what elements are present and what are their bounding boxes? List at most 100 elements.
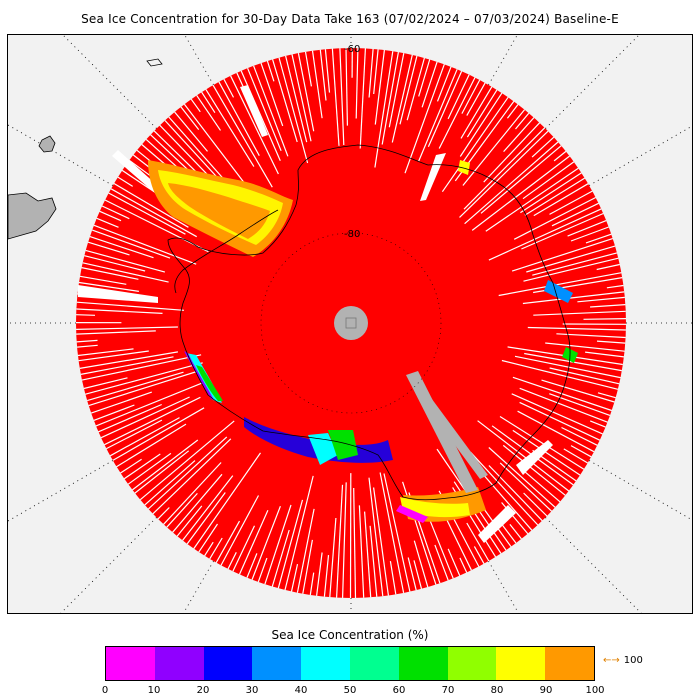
swath-gap-line <box>526 245 616 273</box>
legend-tick-labels: 0 10 20 30 40 50 60 70 80 90 100 <box>101 685 605 699</box>
swath-gap-line <box>488 447 556 508</box>
latitude-circle-80 <box>260 232 442 414</box>
swath-gap-line <box>522 161 575 200</box>
swath-gap-line <box>459 92 503 157</box>
swath-gap-line <box>331 48 340 146</box>
swath-gap-line <box>329 517 337 598</box>
swath-gap-line <box>471 155 570 231</box>
swath-gap-line <box>98 403 162 433</box>
antarctic-peninsula <box>174 209 279 294</box>
swath-gap-line <box>406 57 425 121</box>
swath-gap-line <box>391 54 413 143</box>
swath-gap-line <box>110 188 197 238</box>
ice-edge-green <box>196 365 223 401</box>
swath-gap-line <box>590 304 626 308</box>
swath-gap-line <box>176 505 203 537</box>
swath-gap-line <box>196 95 221 131</box>
island <box>146 58 163 67</box>
swath-gap-line <box>96 217 119 228</box>
swath-gap-line <box>515 112 530 130</box>
swath-gap-line <box>285 55 308 143</box>
swath-gap-line <box>502 444 566 496</box>
legend-tick: 0 <box>101 685 109 696</box>
swath-gap-line <box>570 445 592 458</box>
legend-tick: 70 <box>441 685 455 696</box>
swath-gap-line <box>174 111 208 152</box>
swath-gap-wedge <box>478 505 516 543</box>
swath-gap-line <box>89 236 154 259</box>
swath-gap-line <box>407 557 417 591</box>
swath-gap-line <box>257 557 268 583</box>
swath-gap-line <box>596 340 626 344</box>
swath-gap-line <box>462 109 525 186</box>
swath-gap-line <box>76 326 178 330</box>
swath-gap-line <box>368 477 384 597</box>
legend-tick: 80 <box>490 685 504 696</box>
legend-tick: 100 <box>585 685 605 696</box>
swath-gap-line <box>291 54 312 142</box>
east-antarctic-ice-edge <box>544 280 573 303</box>
swath-gap-line <box>501 359 619 390</box>
swath-gap-line <box>404 64 445 174</box>
swath-gap-line <box>549 190 593 215</box>
swath-gap-line <box>524 177 586 216</box>
swath-gap-line <box>606 284 624 289</box>
swath-gap-line <box>81 267 139 280</box>
swath-gap-line <box>112 407 205 461</box>
swath-gap-line <box>163 462 222 525</box>
swath-gap-wedge <box>516 440 553 475</box>
swath-gap-line <box>186 492 226 545</box>
swath-gap-line <box>109 417 180 457</box>
swath-gap-line <box>436 66 452 102</box>
swath-gap-line <box>549 367 620 385</box>
swath-gap-line <box>466 89 498 138</box>
meridian-line <box>184 35 352 324</box>
legend-swatch <box>252 647 302 680</box>
swath-gap-line <box>373 49 379 95</box>
swath-gap-line <box>514 355 621 379</box>
swath-gap-line <box>567 220 607 237</box>
swath-gap-line <box>447 548 461 576</box>
overflow-arrow-icon: ←→ <box>603 655 620 666</box>
swath-gap-line <box>513 196 596 240</box>
swath-gap-line <box>488 465 543 522</box>
swath-gap-line <box>82 262 169 283</box>
swath-gap-line <box>152 438 232 515</box>
legend-title: Sea Ice Concentration (%) <box>271 628 429 642</box>
swath-gap-line <box>264 504 292 585</box>
legend-tick: 10 <box>147 685 161 696</box>
swath-gap-line <box>511 238 613 272</box>
swath-gap-line <box>76 314 96 316</box>
swath-gap-line <box>108 192 186 235</box>
swath-gap-line <box>549 393 611 416</box>
swath-gap-line <box>421 61 438 108</box>
swath-gap-line <box>383 473 411 592</box>
swath-gap-line <box>470 451 539 526</box>
swath-gap-line <box>76 330 156 335</box>
swath-gap-line <box>144 460 196 506</box>
swath-gap-line <box>215 520 241 563</box>
swath-gap-line <box>499 462 553 512</box>
swath-gap-line <box>345 47 348 126</box>
legend-swatch <box>349 647 399 680</box>
swath-gap-line <box>399 55 418 125</box>
swath-gap-line <box>113 182 189 228</box>
swath-gap-line <box>278 57 309 164</box>
swath-gap-line <box>570 226 609 242</box>
swath-gap-line <box>85 362 203 395</box>
swath-gap-line <box>373 487 389 596</box>
swath-gap-line <box>583 318 627 320</box>
swath-gap-line <box>230 75 279 175</box>
swath-gap-line <box>512 376 612 412</box>
swath-gap-line <box>441 96 509 193</box>
swath-gap-line <box>517 410 595 453</box>
swath-gap-line <box>324 49 331 93</box>
swath-gap-line <box>319 49 327 101</box>
swath-gap-line <box>541 379 615 403</box>
swath-gap-line <box>531 136 555 158</box>
swath-gap-line <box>597 392 616 399</box>
swath-gap-line <box>499 415 585 470</box>
swath-gap-line <box>95 379 210 427</box>
swath-gap-line <box>418 59 431 97</box>
swath-gap-line <box>466 522 490 562</box>
